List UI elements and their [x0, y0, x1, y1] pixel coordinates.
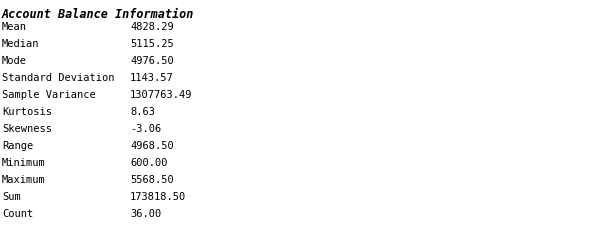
Text: Sample Variance: Sample Variance: [2, 90, 96, 100]
Text: Maximum: Maximum: [2, 175, 46, 185]
Text: Account Balance Information: Account Balance Information: [2, 8, 194, 21]
Text: Kurtosis: Kurtosis: [2, 107, 52, 117]
Text: Sum: Sum: [2, 192, 21, 202]
Text: Minimum: Minimum: [2, 158, 46, 168]
Text: 5568.50: 5568.50: [130, 175, 174, 185]
Text: 4976.50: 4976.50: [130, 56, 174, 66]
Text: 1307763.49: 1307763.49: [130, 90, 193, 100]
Text: Skewness: Skewness: [2, 124, 52, 134]
Text: Median: Median: [2, 39, 40, 49]
Text: 4828.29: 4828.29: [130, 22, 174, 32]
Text: 600.00: 600.00: [130, 158, 167, 168]
Text: 5115.25: 5115.25: [130, 39, 174, 49]
Text: Count: Count: [2, 209, 33, 219]
Text: 1143.57: 1143.57: [130, 73, 174, 83]
Text: 36.00: 36.00: [130, 209, 161, 219]
Text: Standard Deviation: Standard Deviation: [2, 73, 115, 83]
Text: 4968.50: 4968.50: [130, 141, 174, 151]
Text: 173818.50: 173818.50: [130, 192, 186, 202]
Text: Mean: Mean: [2, 22, 27, 32]
Text: Mode: Mode: [2, 56, 27, 66]
Text: -3.06: -3.06: [130, 124, 161, 134]
Text: 8.63: 8.63: [130, 107, 155, 117]
Text: Range: Range: [2, 141, 33, 151]
